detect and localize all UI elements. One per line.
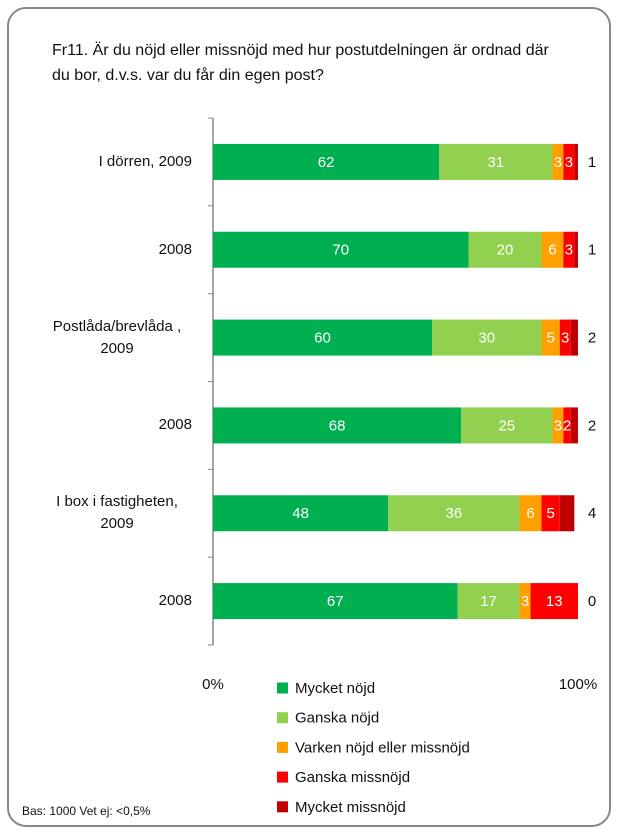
data-label: 67 (327, 593, 344, 610)
category-text: 2008 (158, 592, 192, 610)
legend-swatch (277, 771, 288, 783)
category-label: 2008 (20, 414, 192, 436)
legend-swatch (277, 712, 288, 724)
bar-segment (563, 231, 575, 268)
data-label: 36 (446, 505, 463, 522)
data-label: 5 (546, 330, 554, 347)
legend-swatch (277, 741, 288, 753)
data-label: 25 (498, 417, 515, 434)
data-label: 1 (588, 242, 596, 259)
bar-segment (439, 143, 553, 180)
x-tick-label: 0% (202, 676, 224, 693)
category-text: 2008 (158, 416, 192, 434)
data-label: 3 (561, 330, 569, 347)
category-text: Postlåda/brevlåda , 2009 (52, 317, 182, 357)
bar-segment (213, 495, 389, 532)
data-label: 48 (292, 505, 309, 522)
category-text: 2008 (158, 240, 192, 258)
data-label: 17 (480, 593, 497, 610)
chart-title: Fr11. Är du nöjd eller missnöjd med hur … (52, 42, 549, 84)
data-label: 2 (563, 417, 571, 434)
bar-segment (530, 583, 578, 620)
data-label: 3 (565, 242, 573, 259)
bar-segment (213, 231, 469, 268)
bar-segment (468, 231, 542, 268)
bar-segment (552, 143, 564, 180)
bar-segment (457, 583, 520, 620)
data-label: 70 (332, 242, 349, 259)
legend-label: Ganska nöjd (295, 710, 379, 727)
bar-segment (388, 495, 520, 532)
bar-segment (213, 319, 432, 356)
data-label: 20 (497, 242, 514, 259)
legend-swatch (277, 682, 288, 694)
category-label: I dörren, 2009 (20, 151, 192, 173)
data-label: 31 (488, 154, 505, 171)
data-label: 1 (588, 154, 596, 171)
bar-segment (570, 407, 578, 444)
bar-segment (213, 407, 462, 444)
data-label: 3 (565, 154, 573, 171)
legend-label: Mycket missnöjd (295, 799, 406, 816)
data-label: 2 (588, 417, 596, 434)
legend-label: Ganska missnöjd (295, 769, 410, 786)
data-label: 30 (478, 330, 495, 347)
bar-segment (559, 495, 575, 532)
bar-segment (541, 231, 564, 268)
category-text: I dörren, 2009 (98, 152, 192, 170)
category-label: I box i fastigheten, 2009 (20, 491, 192, 535)
data-label: 3 (554, 154, 562, 171)
data-label: 2 (588, 330, 596, 347)
bar-segment (461, 407, 553, 444)
data-label: 5 (546, 505, 554, 522)
bar-segment (519, 583, 531, 620)
legend-label: Varken nöjd eller missnöjd (295, 739, 470, 756)
bar-segment (213, 583, 458, 620)
footnote: Bas: 1000 Vet ej: <0,5% (22, 804, 151, 818)
bar-segment (563, 143, 575, 180)
data-label: 62 (318, 154, 335, 171)
legend-label: Mycket nöjd (295, 680, 375, 697)
data-label: 0 (588, 593, 596, 610)
bar-segment (574, 143, 578, 180)
data-label: 3 (521, 593, 529, 610)
data-label: 68 (329, 417, 346, 434)
bar-segment (519, 495, 542, 532)
legend-swatch (277, 801, 288, 813)
bar-segment (559, 319, 571, 356)
bar-segment (432, 319, 542, 356)
bar-segment (563, 407, 571, 444)
x-tick-label: 100% (559, 676, 597, 693)
data-label: 6 (548, 242, 556, 259)
category-text: I box i fastigheten, 2009 (56, 493, 178, 533)
data-label: 6 (526, 505, 534, 522)
category-label: 2008 (20, 590, 192, 612)
data-label: 13 (546, 593, 563, 610)
bar-segment (213, 143, 440, 180)
data-label: 60 (314, 330, 331, 347)
bar-segment (552, 407, 564, 444)
bar-segment (570, 319, 578, 356)
bar-segment (541, 495, 560, 532)
data-label: 3 (554, 417, 562, 434)
bar-segment (574, 231, 578, 268)
data-label: 4 (588, 505, 596, 522)
category-label: Postlåda/brevlåda , 2009 (20, 316, 192, 360)
bar-segment (541, 319, 560, 356)
category-label: 2008 (20, 239, 192, 261)
